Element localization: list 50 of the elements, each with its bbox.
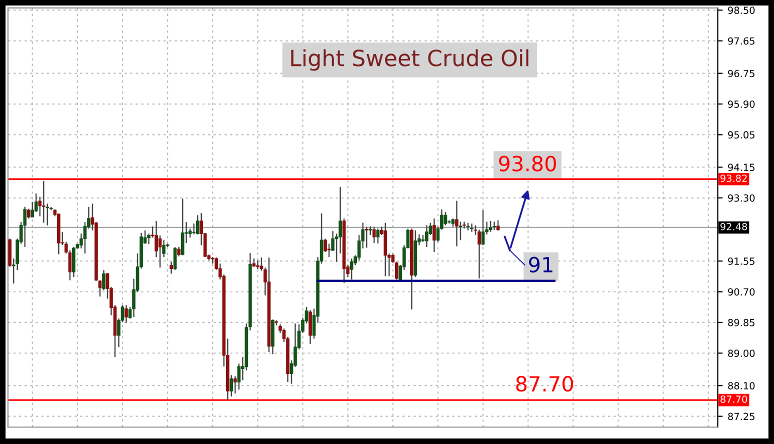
- candlestick: [425, 224, 428, 248]
- y-tick-label: 97.65: [728, 37, 754, 45]
- candlestick: [170, 261, 173, 274]
- candlestick: [364, 226, 368, 248]
- y-tick-label: 89.85: [728, 318, 754, 326]
- ref-line-label: 87.70: [720, 396, 748, 403]
- annotation: 91: [529, 256, 552, 273]
- candlestick: [432, 218, 436, 253]
- y-tick-label: 91.55: [728, 258, 754, 265]
- candlestick: [72, 246, 76, 278]
- y-tick-label: 95.05: [728, 131, 754, 139]
- y-tick-label: 98.50: [728, 6, 755, 14]
- y-tick-label: 87.25: [728, 412, 754, 420]
- candlestick: [492, 221, 496, 231]
- y-tick-label: 94.15: [728, 164, 754, 172]
- candlestick: [23, 206, 27, 248]
- y-tick-label: 95.90: [728, 100, 755, 108]
- text: Light Sweet Crude Oil: [291, 49, 528, 71]
- candlestick: [455, 200, 458, 247]
- ref-line-label: 93.82: [720, 174, 747, 182]
- candlestick: [478, 229, 481, 280]
- y-tick-label: 90.70: [728, 288, 755, 296]
- annotation: 87.70: [516, 376, 573, 392]
- y-tick-label: 88.10: [728, 382, 755, 390]
- annotation: 93.80: [499, 156, 556, 172]
- candlestick: [230, 374, 234, 398]
- candlestick: [124, 304, 128, 324]
- candlestick: [158, 234, 162, 268]
- candlestick: [324, 238, 327, 253]
- candlestick: [444, 211, 448, 226]
- candlestick: [470, 222, 474, 232]
- candlestick: [376, 228, 380, 244]
- candlestick: [234, 376, 237, 394]
- candlestick: [481, 210, 485, 246]
- y-tick-label: 89.00: [728, 350, 755, 357]
- candlestick: [196, 214, 200, 235]
- candlestick: [173, 246, 177, 271]
- candlestick: [372, 226, 376, 244]
- y-tick-label: 96.75: [728, 70, 754, 78]
- candlestick: [256, 260, 260, 270]
- candlestick: [192, 222, 196, 235]
- candlestick: [42, 180, 46, 224]
- candlestick: [180, 198, 184, 256]
- candlestick: [488, 220, 492, 232]
- candlestick: [308, 310, 312, 345]
- ref-line-label: 92.48: [720, 222, 748, 230]
- candlestick: [177, 246, 181, 257]
- y-tick-label: 93.30: [728, 194, 755, 202]
- candlestick: [26, 208, 30, 220]
- candlestick: [496, 220, 500, 232]
